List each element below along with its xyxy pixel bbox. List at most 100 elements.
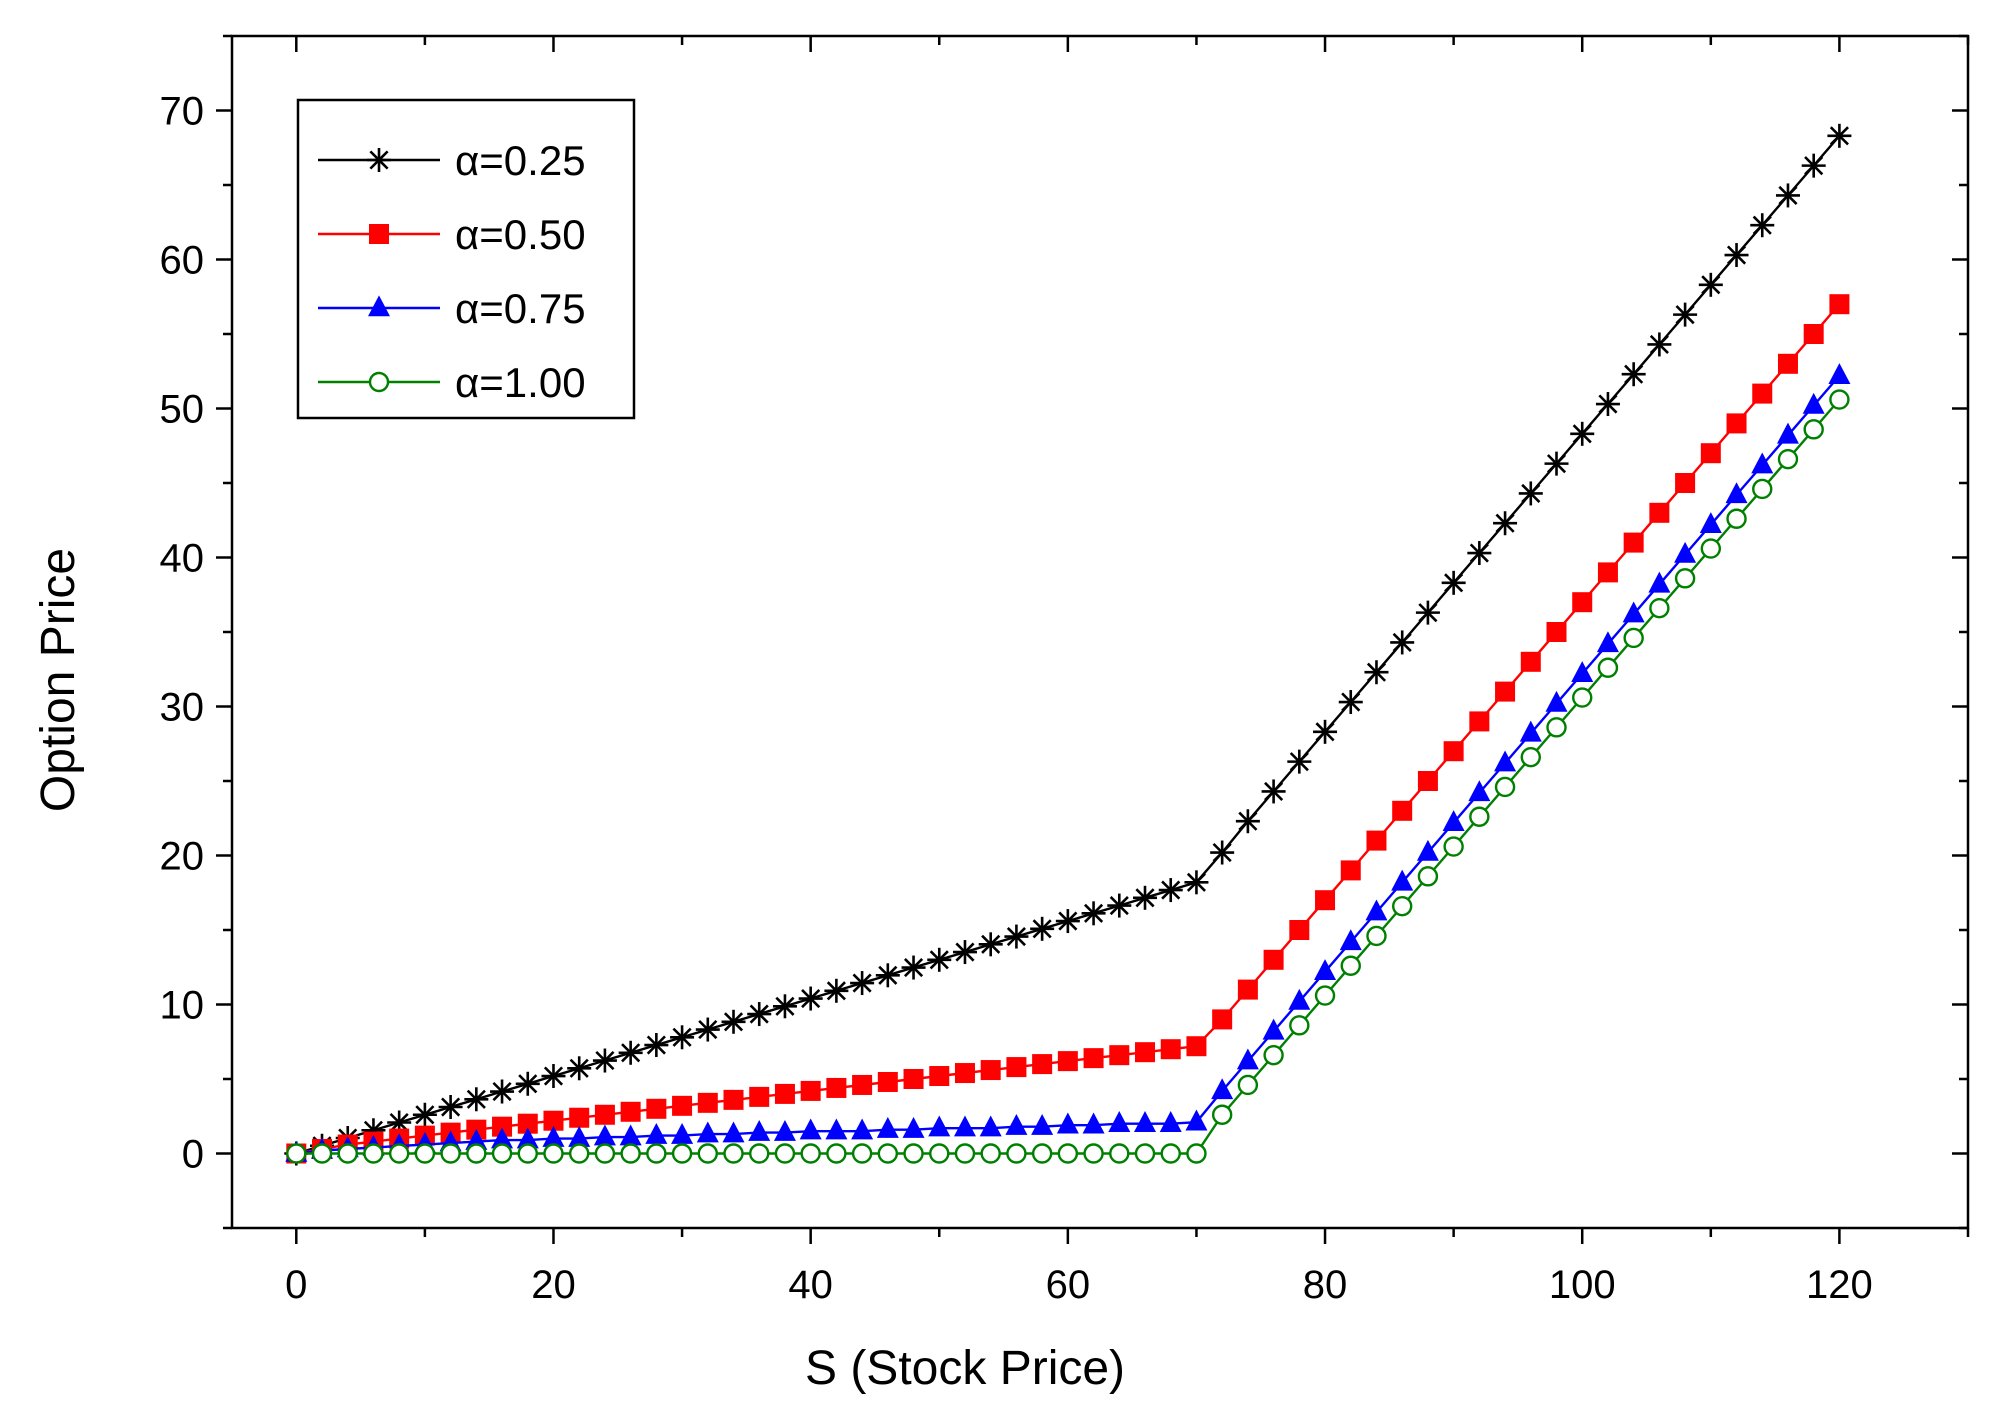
data-point: [1417, 866, 1439, 887]
data-point: [438, 1095, 463, 1120]
data-point: [1545, 690, 1568, 712]
legend-label: α=0.75: [455, 285, 586, 332]
data-point: [1417, 771, 1438, 791]
data-point: [1776, 422, 1799, 444]
data-point: [1597, 562, 1618, 583]
data-point: [980, 1060, 1001, 1081]
legend-marker: [367, 148, 391, 172]
y-tick-label: 0: [182, 1133, 204, 1177]
data-point: [1006, 1057, 1027, 1078]
data-point: [929, 1143, 950, 1164]
data-point: [1751, 452, 1774, 474]
data-point: [722, 1121, 745, 1143]
data-point: [1081, 901, 1106, 926]
data-point: [1364, 660, 1389, 685]
data-point: [1802, 392, 1825, 414]
y-tick-label: 50: [160, 388, 205, 432]
data-point: [1649, 502, 1670, 523]
data-point: [1236, 1048, 1259, 1070]
data-point: [594, 1104, 615, 1125]
data-point: [1338, 690, 1363, 715]
data-point: [1675, 473, 1696, 493]
data-point: [1777, 353, 1798, 374]
data-point: [903, 1143, 924, 1164]
data-point: [952, 940, 977, 965]
series-line: [296, 303, 1841, 1155]
data-point: [492, 1116, 513, 1137]
y-tick-label: 20: [160, 835, 205, 879]
data-point: [568, 1125, 591, 1147]
data-point: [1107, 893, 1132, 918]
data-point: [1314, 985, 1336, 1006]
data-point: [1366, 925, 1387, 947]
data-point: [1442, 810, 1465, 831]
data-point: [1159, 1111, 1182, 1132]
data-point: [1572, 592, 1593, 613]
data-point: [1390, 630, 1415, 655]
data-point: [1031, 1114, 1054, 1135]
data-point: [567, 1056, 592, 1081]
legend-item: α=0.75: [318, 285, 586, 332]
data-point: [464, 1087, 489, 1112]
data-point: [799, 1118, 822, 1140]
data-point: [645, 1122, 668, 1144]
data-point: [1443, 741, 1464, 762]
data-point: [1340, 860, 1361, 881]
data-point: [1621, 362, 1646, 387]
data-point: [1571, 661, 1594, 682]
data-point: [1289, 920, 1310, 940]
data-point: [1134, 1143, 1156, 1164]
x-tick-label: 20: [531, 1263, 576, 1307]
data-point: [1546, 622, 1567, 642]
data-point: [953, 1115, 976, 1137]
data-point: [1313, 719, 1338, 744]
legend-label: α=1.00: [455, 359, 586, 406]
data-point: [929, 1066, 950, 1087]
data-point: [928, 1115, 951, 1137]
data-point: [1289, 1015, 1310, 1036]
data-point: [875, 963, 900, 988]
data-point: [1056, 1112, 1079, 1134]
data-point: [1211, 1078, 1234, 1100]
data-point: [1287, 749, 1312, 774]
data-point: [748, 1119, 771, 1141]
data-point: [851, 1118, 874, 1140]
data-point: [1055, 909, 1080, 934]
data-point: [902, 1117, 925, 1138]
data-point: [1261, 779, 1286, 804]
data-point: [1623, 627, 1644, 649]
data-point: [1160, 1039, 1181, 1060]
data-point: [1263, 1044, 1284, 1066]
data-point: [1057, 1143, 1079, 1164]
data-point: [798, 986, 823, 1011]
data-point: [1518, 481, 1543, 506]
data-point: [1263, 949, 1284, 970]
data-point: [1314, 959, 1337, 980]
data-point: [311, 1143, 333, 1164]
data-point: [1133, 885, 1158, 910]
data-point: [1469, 711, 1490, 732]
data-point: [1801, 153, 1826, 178]
data-point: [1674, 568, 1696, 589]
data-point: [1725, 482, 1748, 504]
legend-marker: [368, 371, 390, 393]
data-point: [620, 1143, 641, 1164]
data-point: [1211, 1104, 1233, 1125]
data-point: [671, 1122, 694, 1144]
data-point: [1006, 1143, 1027, 1164]
data-point: [517, 1113, 538, 1134]
x-tick-label: 100: [1549, 1263, 1616, 1307]
series-2: [285, 363, 1851, 1162]
data-point: [876, 1117, 899, 1138]
data-point: [850, 971, 875, 996]
data-point: [593, 1124, 616, 1146]
data-point: [1570, 421, 1595, 446]
series-line: [296, 398, 1841, 1155]
data-point: [825, 1118, 848, 1140]
data-point: [1494, 750, 1517, 772]
data-point: [1160, 1143, 1181, 1164]
data-point: [1031, 1143, 1053, 1164]
data-point: [618, 1040, 643, 1065]
series-line: [296, 374, 1841, 1155]
